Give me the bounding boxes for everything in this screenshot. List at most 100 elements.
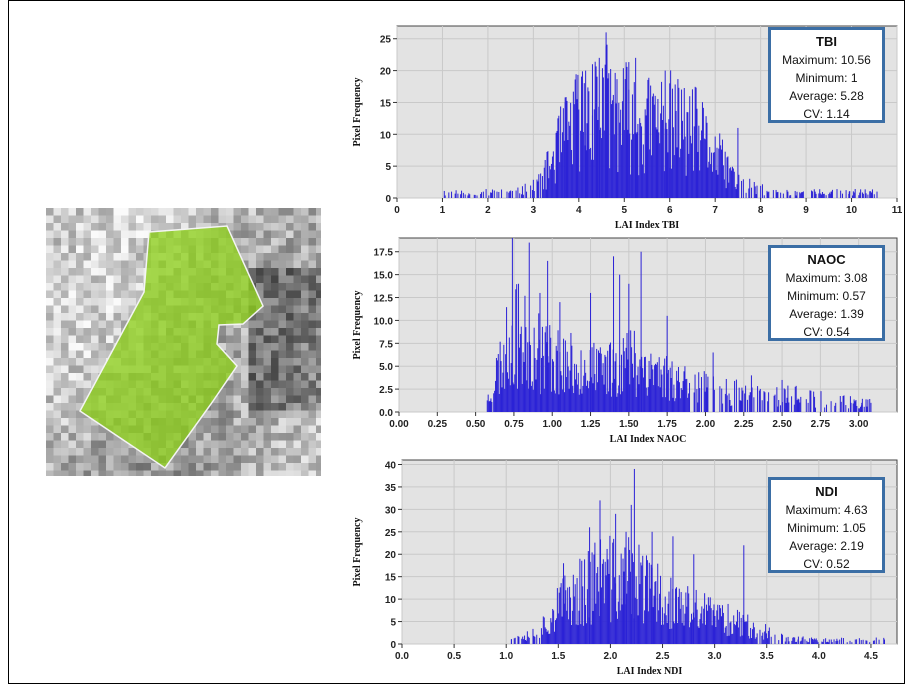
histogram-bar [689,96,691,198]
histogram-bar [749,178,751,198]
image-pixel [316,230,324,239]
histogram-bar [522,352,524,412]
image-pixel [173,463,182,471]
image-pixel [203,448,212,456]
histogram-bar [750,375,752,412]
image-pixel [68,305,77,314]
image-pixel [271,358,279,366]
image-pixel [76,373,84,381]
histogram-bar [635,396,637,412]
image-pixel [293,260,302,269]
histogram-bar [763,195,765,198]
image-pixel [83,298,92,306]
image-pixel [278,223,287,231]
image-pixel [233,395,242,404]
histogram-bar [619,610,621,644]
histogram-bar [649,588,651,644]
histogram-bar [498,393,500,412]
image-pixel [286,245,294,254]
image-pixel [308,448,317,456]
image-pixel [173,208,182,216]
image-pixel [83,365,92,374]
histogram-bar [708,161,710,198]
image-pixel [98,320,107,329]
image-pixel [248,373,257,381]
image-pixel [68,223,77,231]
stats-cv: CV: 0.54 [803,325,850,339]
image-pixel [218,410,227,419]
histogram-bar [738,174,740,198]
image-pixel [308,260,317,269]
histogram-bar [822,193,824,198]
image-pixel [271,388,279,396]
histogram-bar [813,639,815,644]
image-pixel [248,410,257,419]
histogram-bar [628,537,630,644]
histogram-bar [778,640,780,644]
histogram-bar [581,71,583,198]
histogram-bar [787,191,789,198]
image-pixel [46,275,54,284]
histogram-bar [797,639,799,644]
histogram-bar [575,74,577,198]
histogram-bar [717,604,719,644]
image-pixel [91,448,99,456]
image-pixel [83,208,92,216]
histogram-bar [861,192,863,198]
image-pixel [53,305,62,314]
image-pixel [158,215,167,224]
histogram-bar [728,393,730,412]
image-pixel [53,410,62,419]
histogram-bar [457,193,459,198]
histogram-bar [662,105,664,198]
histogram-bar [649,379,651,412]
histogram-bar [645,387,647,412]
image-pixel [256,320,264,329]
image-pixel [271,425,279,434]
image-pixel [308,455,317,464]
histogram-bar [682,381,684,412]
image-pixel [203,418,212,426]
histogram-bar [734,380,736,412]
histogram-bar [622,558,624,644]
histogram-bar [658,357,660,412]
histogram-bar [713,152,715,198]
image-pixel [233,238,242,246]
histogram-bar [605,356,607,412]
image-pixel [68,463,77,471]
histogram-bar [565,97,567,198]
image-pixel [233,215,242,224]
image-pixel [91,440,99,449]
histogram-bar [527,342,529,412]
image-pixel [113,305,122,314]
histogram-bar [856,639,858,644]
histogram-bar [468,193,470,198]
image-pixel [271,215,279,224]
image-pixel [106,463,114,471]
histogram-bar [655,364,657,412]
x-tick-label: 0.0 [395,651,409,662]
histogram-bar [840,190,842,198]
histogram-bar [619,274,621,412]
histogram-bar [645,575,647,644]
image-pixel [293,313,302,321]
image-pixel [151,223,159,231]
image-pixel [121,268,129,276]
histogram-bar [800,193,802,198]
histogram-bar [674,84,676,198]
histogram-bar [841,637,843,644]
histogram-bar [615,353,617,412]
image-pixel [98,455,107,464]
image-pixel [76,395,84,404]
histogram-bar [539,292,541,412]
image-pixel [241,343,249,351]
image-pixel [211,215,219,224]
histogram-bar [666,622,668,644]
histogram-bar [641,565,643,644]
histogram-bar [646,560,648,644]
histogram-bar [871,192,873,198]
histogram-bar [751,387,753,412]
image-pixel [106,245,114,254]
histogram-bar [680,388,682,412]
histogram-bar [609,344,611,412]
